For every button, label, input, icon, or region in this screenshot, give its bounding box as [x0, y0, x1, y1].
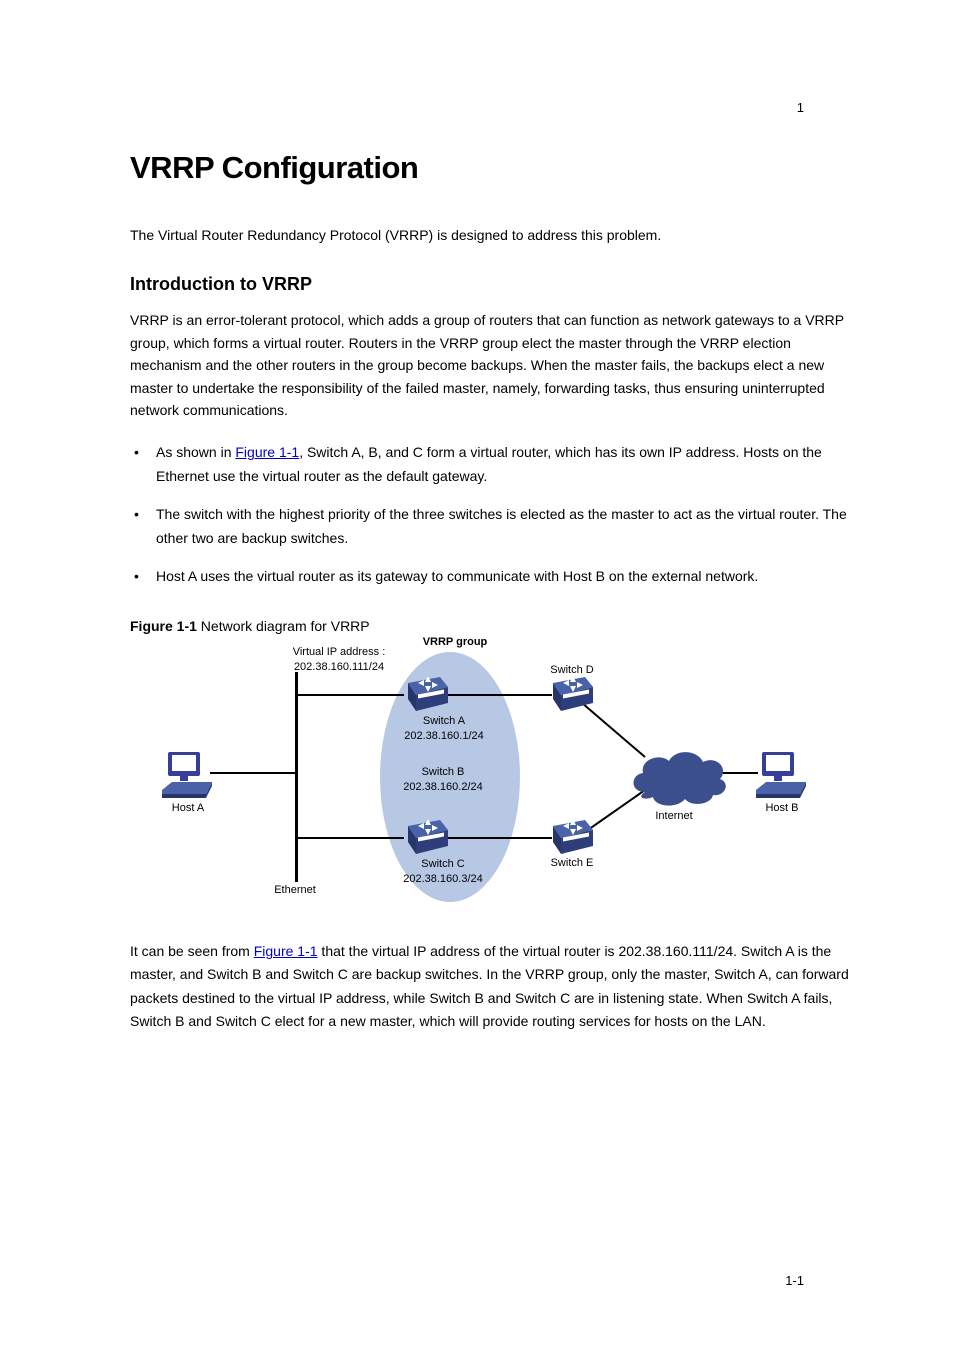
switch-a-ip: 202.38.160.1/24 [404, 730, 484, 742]
ethernet-bus-line [295, 672, 298, 882]
vrrp-group-label: VRRP group [415, 636, 495, 648]
figure-link[interactable]: Figure 1-1 [235, 444, 299, 460]
switch-c-label: Switch C 202.38.160.3/24 [393, 857, 493, 886]
bullet-post: The switch with the highest priority of … [156, 506, 847, 546]
footnote-paragraph: It can be seen from Figure 1-1 that the … [130, 940, 854, 1032]
host-a-icon [162, 750, 214, 800]
virtual-ip-label: Virtual IP address :202.38.160.111/24 [279, 645, 399, 674]
link-ethernet-switchB [296, 837, 404, 839]
switch-e-icon [545, 820, 593, 856]
switch-b-name: Switch B [422, 766, 465, 778]
link-switchA-switchD [435, 694, 552, 696]
section-heading: Introduction to VRRP [130, 274, 854, 295]
switch-a-icon [400, 677, 448, 713]
figure-link[interactable]: Figure 1-1 [254, 943, 318, 959]
footnote-pre: It can be seen from [130, 943, 254, 959]
switch-e-label: Switch E [542, 857, 602, 869]
figure-caption: Figure 1-1 Network diagram for VRRP [130, 618, 854, 634]
switch-a-name: Switch A [423, 715, 465, 727]
bullet-item: The switch with the highest priority of … [130, 503, 854, 551]
network-diagram: Host A VRRP group Virtual IP address :20… [120, 642, 820, 912]
link-switchB-switchE [435, 837, 552, 839]
bullet-list: As shown in Figure 1-1, Switch A, B, and… [130, 441, 854, 588]
bullet-post: Host A uses the virtual router as its ga… [156, 568, 758, 584]
chapter-title: VRRP Configuration [130, 150, 854, 186]
link-ethernet-switchA [296, 694, 404, 696]
switch-c-ip: 202.38.160.3/24 [403, 873, 483, 885]
intro-paragraph: The Virtual Router Redundancy Protocol (… [130, 224, 854, 246]
internet-label: Internet [644, 810, 704, 822]
switch-b-ip: 202.38.160.2/24 [403, 781, 483, 793]
ethernet-label: Ethernet [260, 884, 330, 896]
page-number-top: 1 [797, 100, 804, 115]
switch-b-label: Switch B 202.38.160.2/24 [393, 765, 493, 794]
figure-caption-text: Network diagram for VRRP [201, 618, 370, 634]
switch-a-label: Switch A 202.38.160.1/24 [394, 714, 494, 743]
switch-d-icon [545, 677, 593, 713]
page-number-bottom: 1-1 [785, 1273, 804, 1288]
link-hostA-ethernet [210, 772, 297, 774]
bullet-item: As shown in Figure 1-1, Switch A, B, and… [130, 441, 854, 489]
switch-c-name: Switch C [421, 858, 464, 870]
figure-caption-num: Figure 1-1 [130, 618, 197, 634]
section-intro-paragraph: VRRP is an error-tolerant protocol, whic… [130, 309, 854, 421]
host-a-label: Host A [162, 802, 214, 814]
bullet-item: Host A uses the virtual router as its ga… [130, 565, 854, 589]
internet-cloud-icon [625, 747, 730, 809]
host-b-label: Host B [756, 802, 808, 814]
bullet-pre: As shown in [156, 444, 235, 460]
switch-d-label: Switch D [542, 664, 602, 676]
switch-bc-icon [400, 820, 448, 856]
host-b-icon [756, 750, 808, 800]
